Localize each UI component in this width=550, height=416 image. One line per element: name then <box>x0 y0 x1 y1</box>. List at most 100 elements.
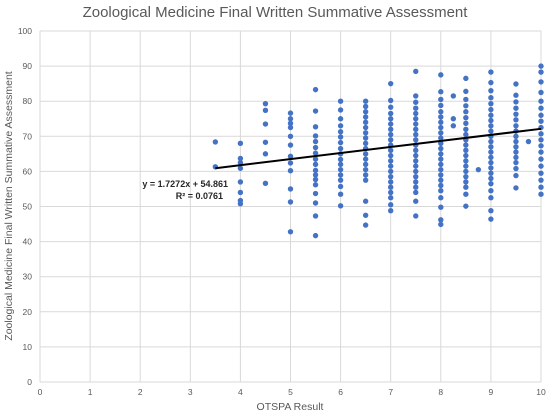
data-point <box>262 107 269 114</box>
y-axis-label: Zoological Medicine Final Written Summat… <box>3 71 15 340</box>
data-point <box>488 188 494 194</box>
x-axis-ticks: 0 1 2 3 4 5 6 7 8 9 10 <box>38 387 546 397</box>
data-point <box>337 191 344 197</box>
x-tick-label: 1 <box>88 387 93 397</box>
data-point <box>463 88 469 95</box>
data-point <box>463 147 469 154</box>
data-point <box>438 72 444 78</box>
data-point <box>538 69 544 75</box>
data-point <box>287 120 294 127</box>
data-point <box>337 156 344 163</box>
data-point <box>438 156 444 162</box>
data-point <box>488 112 494 118</box>
data-point <box>488 144 494 150</box>
data-point <box>488 195 494 201</box>
data-point <box>513 133 519 139</box>
data-point <box>463 103 469 109</box>
data-point <box>362 156 369 162</box>
data-point <box>438 172 444 178</box>
data-point <box>488 94 494 101</box>
x-tick-label: 6 <box>338 387 343 397</box>
data-point <box>513 144 519 150</box>
y-axis-ticks: 0 10 20 30 40 50 60 70 80 90 100 <box>18 26 32 387</box>
trendline-equation: y = 1.7272x + 54.861 <box>142 179 228 189</box>
data-point <box>388 189 394 196</box>
data-point <box>312 232 319 239</box>
data-point <box>237 165 244 171</box>
data-point <box>488 117 494 124</box>
data-point <box>362 198 369 204</box>
data-point <box>488 138 494 145</box>
data-point <box>513 92 519 98</box>
data-point <box>463 114 469 121</box>
data-point <box>337 183 344 190</box>
data-point <box>463 152 469 159</box>
data-point <box>388 163 394 169</box>
data-point <box>438 89 444 95</box>
data-point <box>388 208 394 214</box>
data-point <box>463 120 469 127</box>
data-point <box>463 142 469 148</box>
data-point <box>287 186 294 192</box>
data-points <box>212 63 544 239</box>
data-point <box>538 105 544 111</box>
data-point <box>513 165 519 172</box>
trendline <box>215 127 542 170</box>
data-point <box>513 117 519 123</box>
data-point <box>438 145 444 152</box>
data-point <box>488 87 494 94</box>
data-point <box>388 184 394 190</box>
data-point <box>463 184 469 190</box>
data-point <box>287 133 294 139</box>
data-point <box>413 152 419 159</box>
y-tick-label: 50 <box>23 202 33 212</box>
data-point <box>438 195 444 201</box>
data-point <box>388 173 394 180</box>
x-tick-label: 7 <box>388 387 393 397</box>
data-point <box>262 100 269 107</box>
data-point <box>538 184 544 190</box>
data-point <box>388 158 394 164</box>
data-point <box>337 139 344 146</box>
data-point <box>438 109 444 115</box>
data-point <box>538 177 544 183</box>
data-point <box>525 138 532 145</box>
data-point <box>438 188 444 194</box>
data-point <box>413 179 419 185</box>
data-point <box>463 158 469 164</box>
x-tick-label: 5 <box>288 387 293 397</box>
data-point <box>513 154 519 161</box>
data-point <box>362 161 369 168</box>
data-point <box>488 123 494 129</box>
data-point <box>388 121 394 127</box>
data-point <box>312 172 319 178</box>
data-point <box>388 168 394 175</box>
data-point <box>337 166 344 173</box>
data-point <box>312 138 319 145</box>
data-point <box>450 123 457 129</box>
data-point <box>450 116 457 122</box>
data-point <box>312 213 319 219</box>
data-point <box>513 81 519 87</box>
data-point <box>312 133 319 139</box>
data-point <box>413 137 419 143</box>
data-point <box>488 175 494 182</box>
data-point <box>413 68 419 75</box>
data-point <box>312 176 319 183</box>
data-point <box>362 103 369 110</box>
data-point <box>513 138 519 145</box>
data-point <box>287 199 294 205</box>
data-point <box>463 131 469 138</box>
data-point <box>388 126 394 132</box>
data-point <box>538 156 544 162</box>
x-tick-label: 2 <box>138 387 143 397</box>
data-point <box>538 89 544 96</box>
data-point <box>388 152 394 159</box>
data-point <box>463 109 469 115</box>
data-point <box>463 168 469 175</box>
data-point <box>413 158 419 164</box>
data-point <box>488 180 494 187</box>
data-point <box>388 110 394 117</box>
data-point <box>538 63 544 69</box>
